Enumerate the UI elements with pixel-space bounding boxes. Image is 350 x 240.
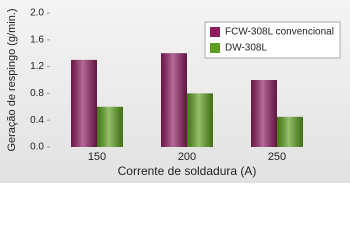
y-tick-label: 0.0 — [30, 142, 44, 153]
bar-shading — [277, 116, 303, 147]
y-tick-label: 0.8 — [30, 88, 44, 99]
x-tick-label: 200 — [178, 151, 196, 163]
bar-shading — [97, 106, 123, 147]
x-tick-label: 250 — [268, 151, 286, 163]
bar-shading — [71, 59, 97, 147]
legend-label: FCW-308L convencional — [225, 27, 334, 38]
legend-swatch — [210, 43, 220, 53]
bar-shading — [161, 53, 187, 148]
x-tick-label: 150 — [88, 151, 106, 163]
legend-label: DW-308L — [225, 43, 267, 54]
y-axis-label: Geração de respingo (g/min.) — [6, 8, 18, 151]
x-axis-label: Corrente de soldadura (A) — [118, 164, 257, 178]
y-tick-label: 1.6 — [30, 34, 44, 45]
legend-box — [204, 21, 341, 59]
y-tick-label: 2.0 — [30, 8, 44, 19]
y-tick-label: 0.4 — [30, 115, 44, 126]
bar-shading — [251, 80, 277, 147]
legend-swatch — [210, 27, 220, 37]
chart: Geração de respingo (g/min.) Corrente de… — [0, 0, 350, 183]
bar-shading — [187, 93, 213, 147]
y-tick-label: 1.2 — [30, 61, 44, 72]
